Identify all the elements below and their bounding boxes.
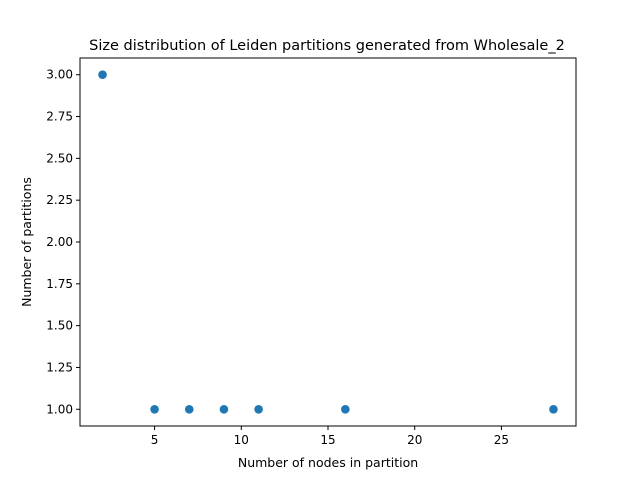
x-tick-label: 25 xyxy=(494,433,509,447)
x-tick-label: 20 xyxy=(407,433,422,447)
data-point xyxy=(219,404,229,414)
x-tick-label: 15 xyxy=(320,433,335,447)
data-point xyxy=(184,404,194,414)
y-tick-label: 1.00 xyxy=(46,402,73,416)
x-tick-label: 10 xyxy=(234,433,249,447)
data-point xyxy=(254,404,263,414)
points-layer xyxy=(98,70,558,414)
ticks-layer: 5 10 15 20 25 1.00 1.25 1.50 1.75 2.00 2.25 2.50 2.7… xyxy=(46,68,509,447)
data-point xyxy=(150,404,159,414)
y-tick-label: 1.75 xyxy=(46,277,73,291)
y-tick-label: 1.25 xyxy=(46,360,73,374)
y-tick-label: 2.75 xyxy=(46,110,73,124)
chart-title: Size distribution of Leiden partitions g… xyxy=(89,38,565,54)
x-tick-label: 5 xyxy=(151,433,159,447)
data-point xyxy=(549,404,558,414)
y-tick-label: 2.00 xyxy=(46,235,73,249)
y-tick-label: 1.50 xyxy=(46,319,73,333)
y-tick-label: 2.25 xyxy=(46,193,73,207)
data-point xyxy=(341,404,350,414)
plot-area-frame xyxy=(79,57,577,427)
y-axis-label: Number of partitions xyxy=(19,177,34,307)
y-tick-label: 2.50 xyxy=(46,151,73,165)
y-tick-label: 3.00 xyxy=(46,68,73,82)
data-point xyxy=(98,70,107,80)
x-axis-label: Number of nodes in partition xyxy=(238,455,418,470)
